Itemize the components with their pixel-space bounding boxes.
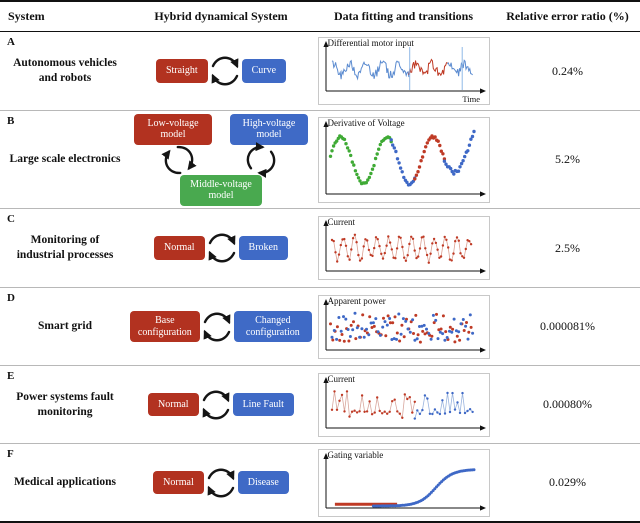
hybrid-diagram-a: Straight Curve — [130, 32, 312, 110]
state-box-high-voltage: High-voltage model — [230, 113, 308, 145]
chart-plot — [322, 452, 486, 511]
table-row-d: D Smart grid Base configuration Changed … — [0, 288, 640, 366]
system-name: Autonomous vehicles and robots — [13, 57, 117, 84]
hybrid-diagram-e: Normal Line Fault — [130, 366, 312, 443]
table-row-a: A Autonomous vehicles and robots Straigh… — [0, 32, 640, 111]
chart-plot — [322, 376, 486, 431]
chart-cell: Derivative of Voltage — [312, 111, 495, 208]
chart-title: Current — [327, 373, 356, 384]
cycle-arrows-icon — [246, 141, 276, 178]
row-letter: A — [7, 36, 15, 48]
state-box-normal: Normal — [153, 470, 204, 495]
system-cell: A Autonomous vehicles and robots — [0, 32, 130, 110]
chart-b: Derivative of Voltage — [317, 116, 490, 203]
table-row-f: F Medical applications Normal Disease Ga… — [0, 444, 640, 521]
state-box-broken: Broken — [238, 236, 288, 260]
state-box-line-fault: Line Fault — [232, 392, 294, 417]
header-row: System Hybrid dynamical System Data fitt… — [0, 2, 640, 32]
error-cell: 0.00080% — [495, 366, 640, 443]
chart-c: Current — [317, 216, 490, 280]
three-state-diagram: Low-voltage model High-voltage model Mid… — [130, 113, 312, 207]
chart-cell: Apparent power — [312, 288, 495, 365]
error-cell: 0.24% — [495, 32, 640, 110]
chart-f: Gating variable — [317, 448, 490, 517]
chart-title: Current — [327, 217, 356, 227]
header-hybrid: Hybrid dynamical System — [154, 9, 288, 23]
state-box-low-voltage: Low-voltage model — [134, 113, 212, 145]
header-error: Relative error ratio (%) — [506, 9, 629, 23]
cycle-arrows-icon — [161, 145, 197, 174]
chart-d: Apparent power — [317, 294, 490, 359]
error-value: 0.029% — [549, 475, 586, 489]
cycle-arrows-icon — [208, 233, 235, 263]
error-cell: 5.2% — [495, 111, 640, 208]
error-cell: 0.000081% — [495, 288, 640, 365]
system-name: Power systems fault monitoring — [16, 390, 114, 418]
system-cell: C Monitoring of industrial processes — [0, 209, 130, 287]
hybrid-diagram-c: Normal Broken — [130, 209, 312, 287]
table-row-b: B Large scale electronics Low-voltage mo… — [0, 111, 640, 209]
error-value: 0.24% — [552, 63, 583, 78]
system-name: Large scale electronics — [9, 153, 121, 166]
state-box-curve: Curve — [241, 59, 287, 83]
hybrid-diagram-f: Normal Disease — [130, 444, 312, 521]
system-cell: B Large scale electronics — [0, 111, 130, 208]
state-box-changed-configuration: Changed configuration — [233, 311, 312, 342]
error-value: 0.000081% — [540, 319, 595, 333]
state-box-normal: Normal — [148, 392, 199, 417]
cycle-arrows-icon — [202, 390, 229, 419]
state-box-base-configuration: Base configuration — [130, 311, 200, 342]
cycle-arrows-icon — [207, 468, 235, 497]
state-box-normal: Normal — [154, 236, 205, 260]
error-value: 2.5% — [555, 240, 580, 255]
cycle-arrows-icon — [211, 56, 239, 86]
state-box-middle-voltage: Middle-voltage model — [180, 174, 262, 206]
chart-title: Gating variable — [327, 449, 384, 460]
system-cell: F Medical applications — [0, 444, 130, 521]
row-letter: C — [7, 213, 15, 225]
chart-cell: Current — [312, 366, 495, 443]
error-value: 5.2% — [555, 152, 580, 166]
error-cell: 2.5% — [495, 209, 640, 287]
state-box-straight: Straight — [155, 59, 208, 83]
system-name: Monitoring of industrial processes — [16, 234, 114, 261]
chart-e: Current — [317, 372, 490, 437]
error-cell: 0.029% — [495, 444, 640, 521]
chart-a: Differential motor input Time — [317, 37, 490, 105]
table-row-c: C Monitoring of industrial processes Nor… — [0, 209, 640, 288]
chart-title: Apparent power — [327, 295, 386, 306]
row-letter: D — [7, 292, 15, 304]
chart-plot — [322, 120, 486, 197]
row-letter: B — [7, 115, 15, 127]
state-box-disease: Disease — [237, 470, 289, 495]
system-cell: E Power systems fault monitoring — [0, 366, 130, 443]
cycle-arrows-icon — [203, 312, 231, 341]
chart-title: Differential motor input — [327, 38, 414, 48]
hybrid-diagram-d: Base configuration Changed configuration — [130, 288, 312, 365]
chart-title: Derivative of Voltage — [327, 117, 405, 128]
chart-plot — [322, 220, 486, 274]
chart-plot — [322, 298, 486, 353]
table-row-e: E Power systems fault monitoring Normal … — [0, 366, 640, 444]
chart-cell: Gating variable — [312, 444, 495, 521]
chart-plot: Time — [322, 41, 486, 104]
header-system: System — [8, 9, 45, 23]
system-cell: D Smart grid — [0, 288, 130, 365]
svg-text:Time: Time — [462, 94, 480, 104]
hybrid-diagram-b: Low-voltage model High-voltage model Mid… — [130, 111, 312, 208]
row-letter: F — [7, 448, 14, 460]
header-fitting: Data fitting and transitions — [333, 9, 473, 23]
error-value: 0.00080% — [543, 397, 592, 411]
system-name: Medical applications — [14, 476, 116, 489]
row-letter: E — [7, 370, 15, 382]
chart-cell: Current — [312, 209, 495, 287]
system-name: Smart grid — [38, 320, 92, 333]
chart-cell: Differential motor input Time — [312, 32, 495, 110]
